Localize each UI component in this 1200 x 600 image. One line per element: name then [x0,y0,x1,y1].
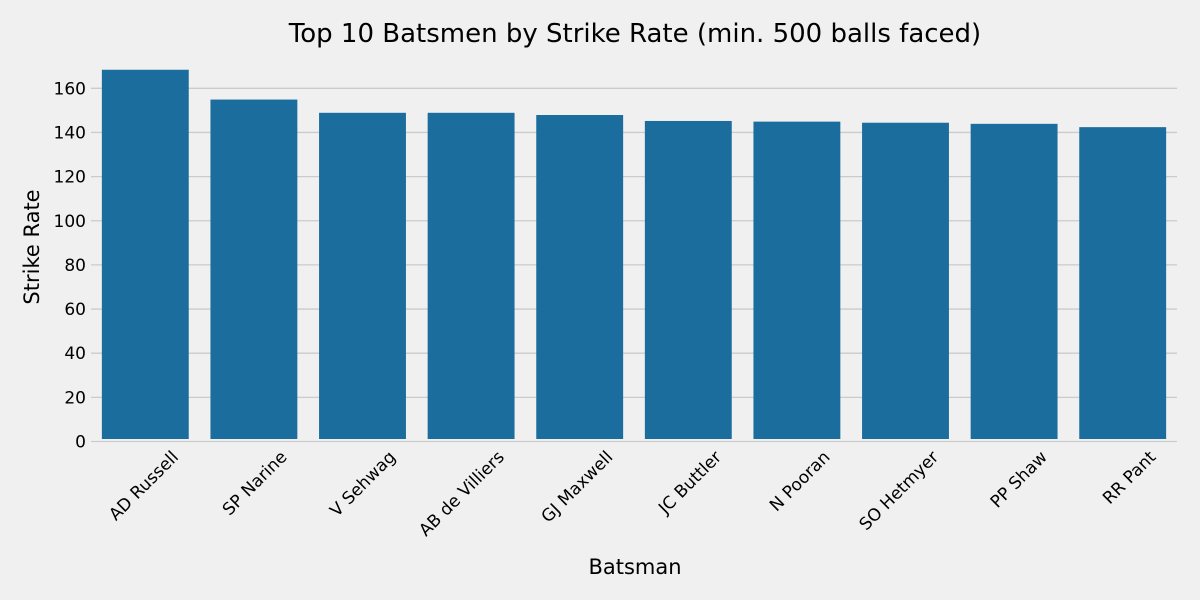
y-tick-label: 160 [54,79,86,99]
chart-title: Top 10 Batsmen by Strike Rate (min. 500 … [288,19,981,49]
y-tick-label: 20 [64,388,86,408]
bar [1079,127,1167,439]
y-tick-label: 100 [54,212,86,232]
y-tick-label: 140 [54,123,86,143]
y-axis-ticks: 0 20 40 60 80 100 120 140 160 [54,79,86,452]
bar [970,123,1058,439]
x-axis-label: Batsman [588,555,681,579]
y-tick-label: 0 [75,433,86,453]
y-tick-label: 40 [64,344,86,364]
y-tick-label: 80 [64,256,86,276]
y-tick-label: 120 [54,168,86,188]
y-axis-label: Strike Rate [20,189,44,304]
bar [427,112,515,439]
bar [210,99,298,439]
bar [644,120,732,439]
bar [101,69,189,439]
bar [862,122,949,439]
bars [101,69,1167,440]
bar [536,115,624,440]
y-tick-label: 60 [64,300,86,320]
bar [319,112,406,439]
bar [753,121,841,440]
